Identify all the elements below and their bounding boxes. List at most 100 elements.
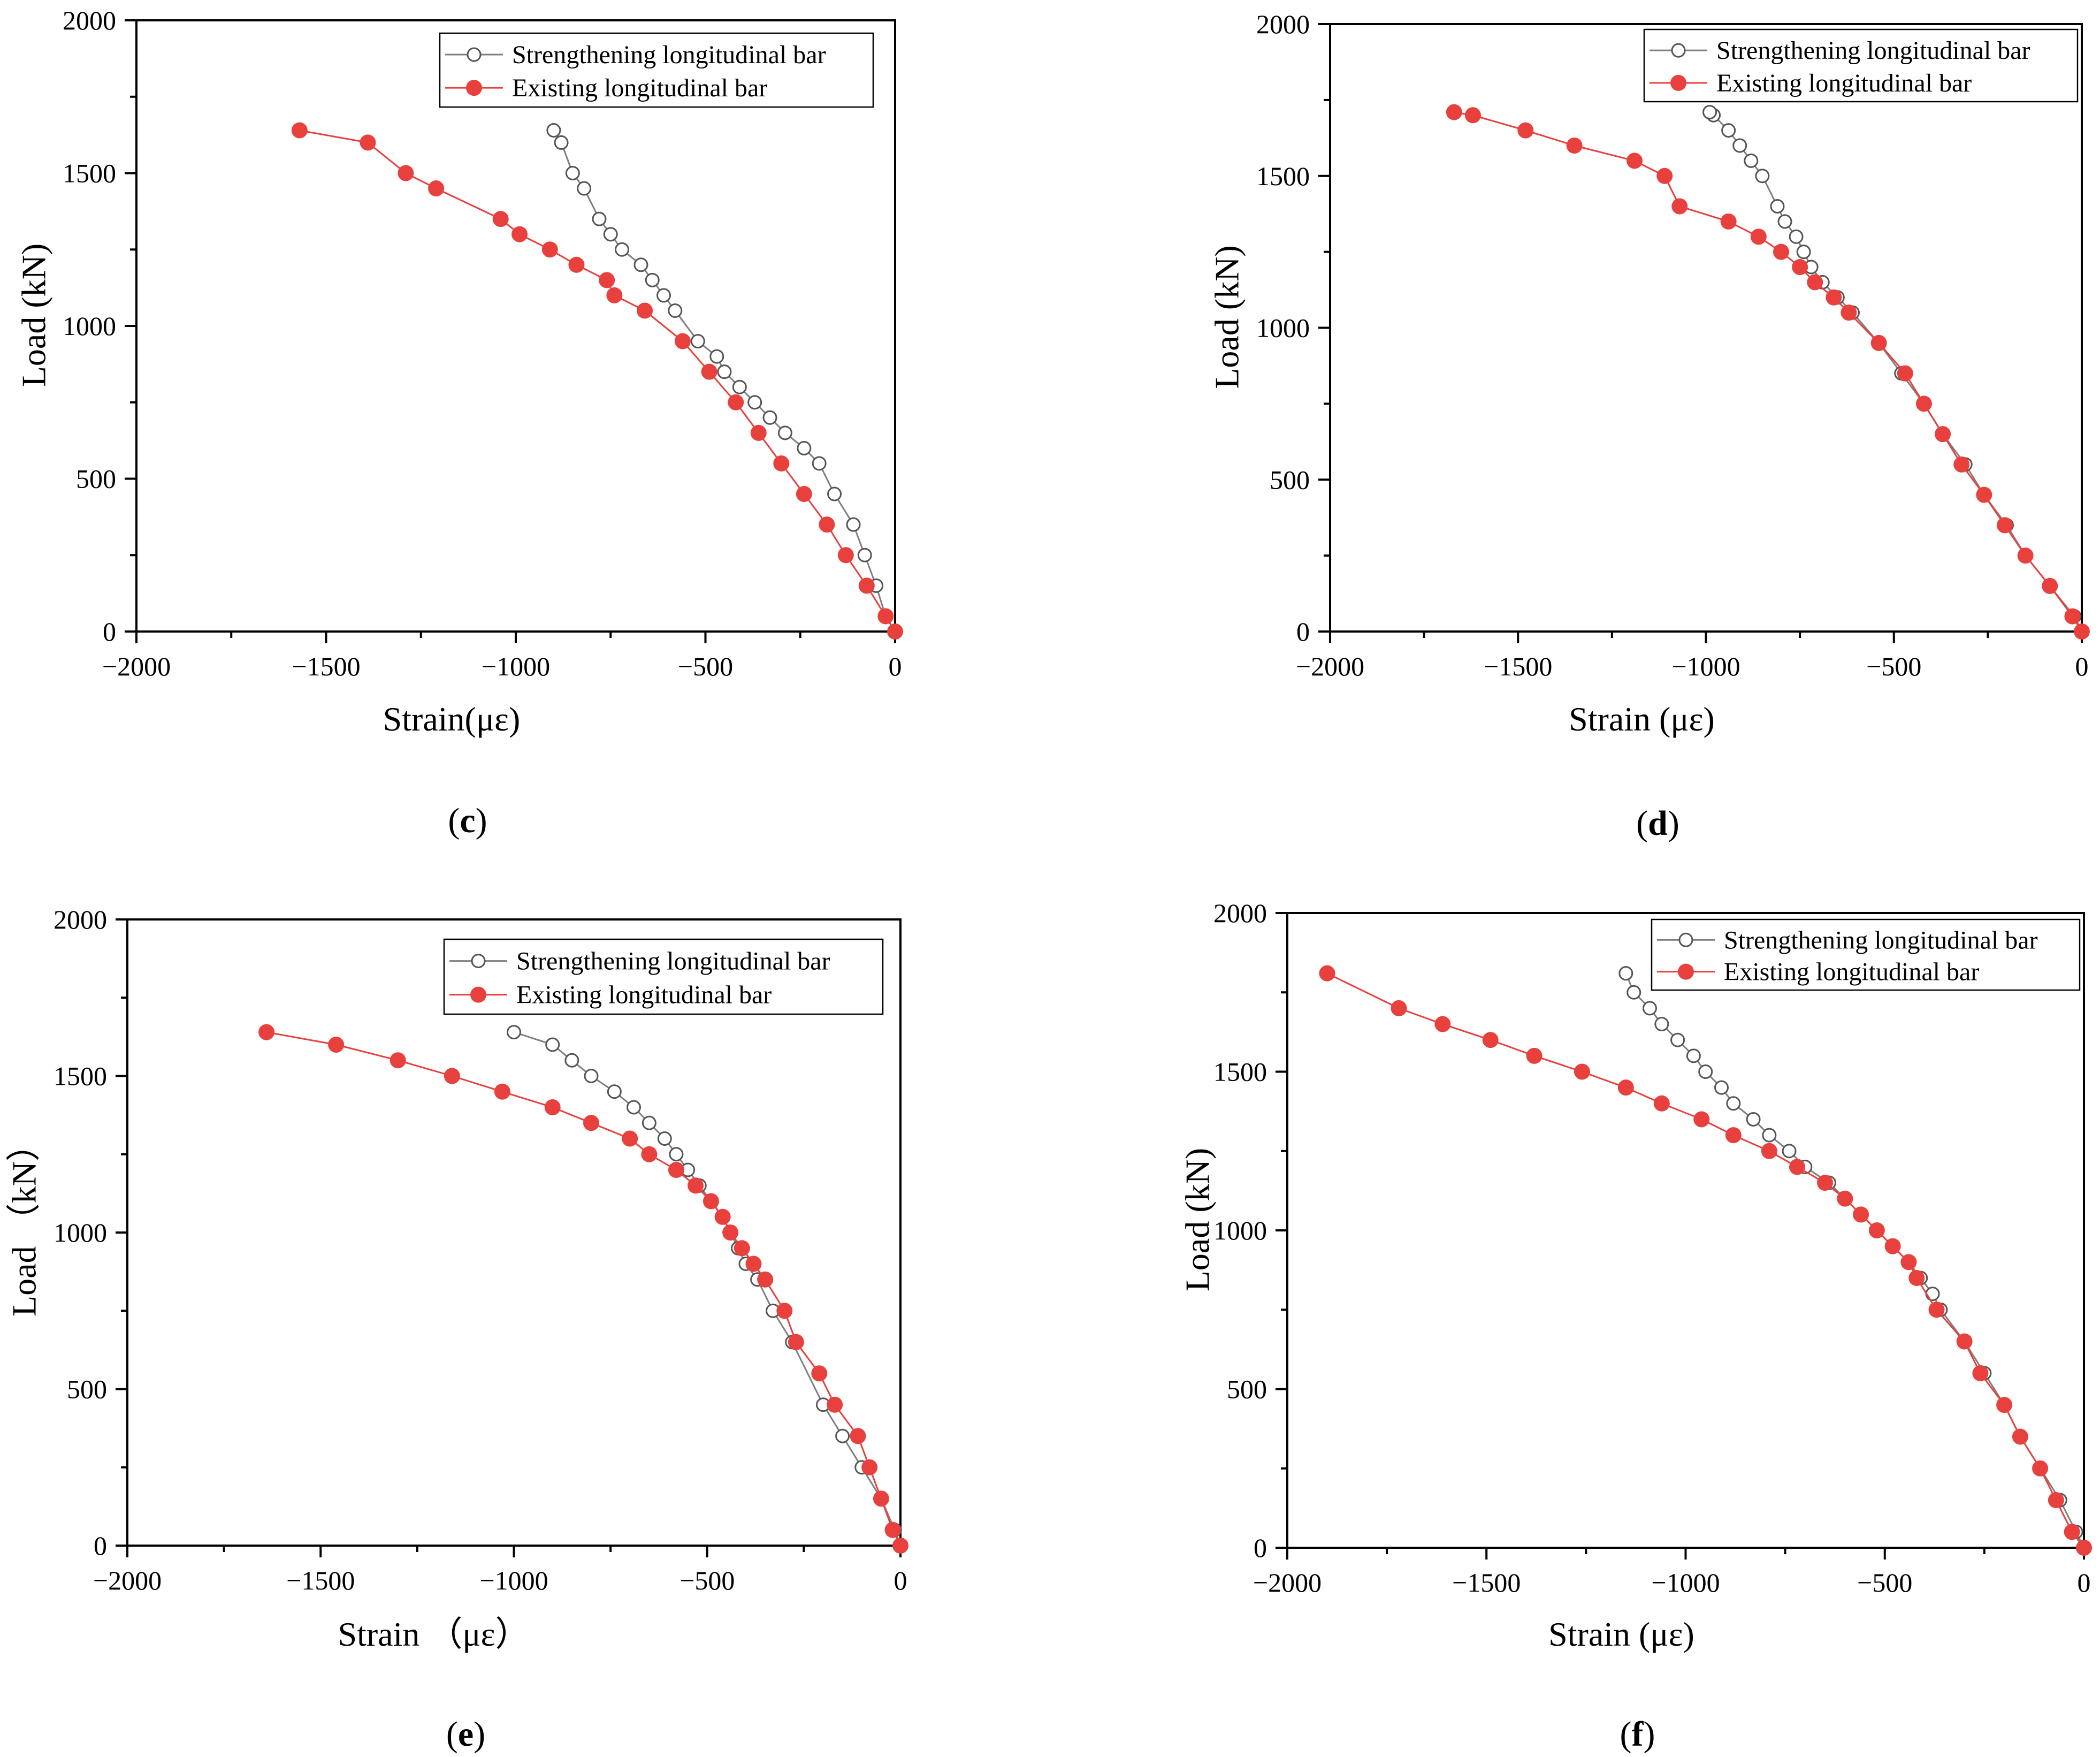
existing-point xyxy=(714,1208,731,1225)
existing-point xyxy=(1761,1143,1777,1159)
legend: Strengthening longitudinal bar Existing l… xyxy=(1651,918,2081,991)
existing-line xyxy=(1326,972,2085,1548)
legend: Strengthening longitudinal bar Existing l… xyxy=(439,32,874,108)
y-tick-label: 1000 xyxy=(54,1218,107,1248)
existing-point xyxy=(1953,456,1970,473)
strengthening-point xyxy=(545,1037,560,1052)
strengthening-point xyxy=(1744,153,1759,168)
existing-point xyxy=(827,1396,843,1413)
existing-point xyxy=(819,516,835,533)
existing-point xyxy=(1900,1254,1917,1271)
strengthening-point xyxy=(657,1131,672,1146)
panel-label: (e) xyxy=(446,1715,485,1754)
chart-panel-c: −2000 −1500 −1000 −500 0 0 500 1000 1500 2000 Stra… xyxy=(15,5,903,840)
existing-point xyxy=(702,1193,719,1210)
existing-point xyxy=(811,1365,828,1382)
strengthening-point xyxy=(592,211,607,226)
legend-strengthening-marker xyxy=(1671,43,1686,58)
existing-line xyxy=(266,1031,902,1546)
x-tick-label: −1000 xyxy=(479,1565,548,1595)
existing-point xyxy=(1671,198,1688,215)
y-axis-title: Load (kN) xyxy=(15,244,53,387)
existing-point xyxy=(734,1240,750,1257)
existing-point xyxy=(568,256,585,273)
strengthening-point xyxy=(835,1428,850,1443)
x-tick-label: −1000 xyxy=(1651,1568,1720,1598)
existing-point xyxy=(328,1037,345,1053)
x-tick-label: −500 xyxy=(1857,1568,1912,1598)
strengthening-point xyxy=(645,272,660,287)
y-tick-label: 1000 xyxy=(63,311,116,341)
panel-label: (c) xyxy=(448,801,487,840)
existing-point xyxy=(2048,1492,2064,1509)
existing-point xyxy=(1837,1190,1853,1207)
strengthening-point xyxy=(777,425,792,440)
existing-point xyxy=(722,1224,739,1241)
legend-frame xyxy=(1643,28,2079,103)
legend: Strengthening longitudinal bar Existing l… xyxy=(443,938,884,1015)
panel-label: (d) xyxy=(1636,804,1679,843)
existing-point xyxy=(1792,259,1808,275)
legend: Strengthening longitudinal bar Existing l… xyxy=(1643,28,2079,103)
legend-strengthening-label: Strengthening longitudinal bar xyxy=(512,41,826,69)
strengthening-point xyxy=(812,456,827,471)
existing-point xyxy=(1464,107,1481,124)
existing-point xyxy=(788,1334,804,1350)
strengthening-point xyxy=(1782,1144,1797,1159)
legend-existing-marker xyxy=(470,986,486,1003)
series-existing xyxy=(258,1024,908,1554)
x-tick-label: −500 xyxy=(1866,651,1921,681)
existing-point xyxy=(728,394,744,410)
existing-point xyxy=(2032,1460,2049,1477)
existing-point xyxy=(757,1271,774,1288)
existing-point xyxy=(1656,168,1673,184)
strengthening-point xyxy=(615,242,630,257)
y-tick-label: 1000 xyxy=(1213,1215,1267,1245)
existing-point xyxy=(861,1459,878,1475)
existing-point xyxy=(1391,1000,1407,1016)
legend-existing-marker xyxy=(1678,963,1694,980)
panel-label: (f) xyxy=(1620,1715,1655,1754)
existing-point xyxy=(444,1068,460,1084)
strengthening-point xyxy=(1721,123,1736,138)
x-tick-label: −1000 xyxy=(482,651,550,681)
existing-line xyxy=(1454,111,2083,632)
y-tick-label: 2000 xyxy=(63,5,116,35)
existing-point xyxy=(398,165,414,181)
x-tick-label: −1500 xyxy=(286,1565,355,1595)
strengthening-point xyxy=(1670,1032,1685,1047)
y-axis-title: Load （kN） xyxy=(5,1127,43,1317)
existing-point xyxy=(2064,608,2081,625)
existing-point xyxy=(622,1130,638,1147)
x-tick-label: −1500 xyxy=(1452,1568,1521,1598)
existing-point xyxy=(1841,305,1857,321)
strengthening-point xyxy=(1762,1128,1777,1143)
strengthening-point xyxy=(1698,1064,1713,1079)
legend-existing-label: Existing longitudinal bar xyxy=(1716,69,1972,97)
existing-point xyxy=(1574,1063,1590,1080)
legend-strengthening-marker xyxy=(471,954,486,969)
legend-existing-marker xyxy=(1670,74,1686,91)
x-tick-label: −1500 xyxy=(292,651,360,681)
x-tick-label: 0 xyxy=(894,1565,907,1595)
existing-point xyxy=(1897,365,1913,382)
existing-point xyxy=(773,455,790,471)
existing-point xyxy=(511,226,528,242)
strengthening-point xyxy=(1618,966,1633,981)
existing-line xyxy=(299,130,896,632)
existing-point xyxy=(668,1162,684,1178)
existing-point xyxy=(892,1538,908,1554)
legend-strengthening-label: Strengthening longitudinal bar xyxy=(516,947,830,976)
legend-frame xyxy=(1651,918,2081,991)
existing-point xyxy=(1870,334,1887,351)
strengthening-point xyxy=(565,166,580,180)
existing-point xyxy=(2012,1428,2028,1445)
existing-point xyxy=(1789,1159,1805,1175)
strengthening-point xyxy=(732,379,747,394)
existing-point xyxy=(1972,1365,1989,1381)
existing-point xyxy=(674,333,691,349)
x-tick-label: −2000 xyxy=(102,651,171,681)
strengthening-point xyxy=(1746,1112,1761,1127)
existing-point xyxy=(1935,426,1951,443)
strengthening-point xyxy=(1755,169,1770,184)
